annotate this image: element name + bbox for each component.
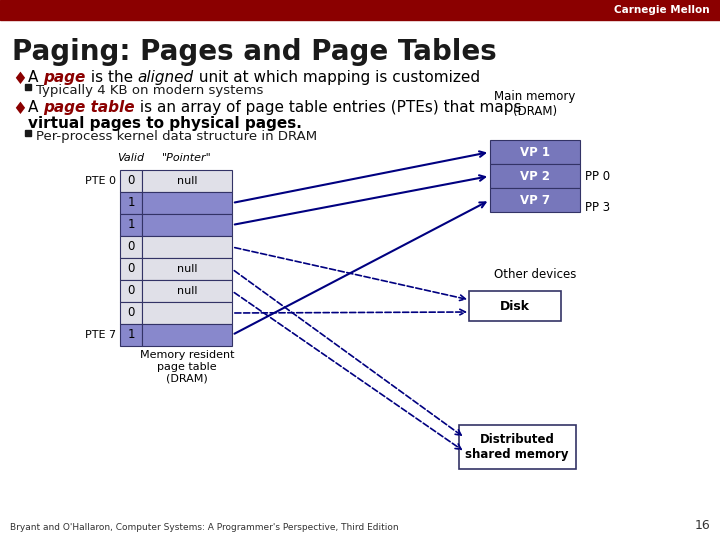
Text: Distributed
shared memory: Distributed shared memory: [465, 433, 569, 461]
Text: aligned: aligned: [138, 70, 194, 85]
Text: Main memory
(DRAM): Main memory (DRAM): [495, 90, 576, 118]
Bar: [142, 324, 232, 346]
FancyBboxPatch shape: [469, 291, 561, 321]
Bar: [142, 192, 232, 214]
Text: Memory resident
page table
(DRAM): Memory resident page table (DRAM): [140, 350, 234, 383]
Bar: [142, 236, 232, 258]
Bar: [142, 170, 232, 192]
Text: ♦: ♦: [12, 100, 27, 118]
FancyBboxPatch shape: [459, 425, 576, 469]
Text: is an array of page table entries (PTEs) that maps: is an array of page table entries (PTEs)…: [135, 100, 521, 115]
Text: VP 2: VP 2: [520, 170, 550, 183]
Text: null: null: [176, 286, 197, 296]
Bar: [142, 258, 232, 280]
Text: 0: 0: [127, 307, 135, 320]
Text: Other devices: Other devices: [494, 268, 576, 281]
Bar: [120, 302, 142, 324]
Bar: [120, 192, 142, 214]
Text: PTE 0: PTE 0: [85, 176, 116, 186]
Text: is the: is the: [86, 70, 138, 85]
Text: Disk: Disk: [500, 300, 530, 313]
Bar: [120, 324, 142, 346]
Bar: [142, 280, 232, 302]
Text: "Pointer": "Pointer": [162, 153, 212, 163]
Bar: [490, 164, 580, 188]
Text: Bryant and O'Hallaron, Computer Systems: A Programmer's Perspective, Third Editi: Bryant and O'Hallaron, Computer Systems:…: [10, 523, 399, 532]
Text: 0: 0: [127, 174, 135, 187]
Bar: [142, 214, 232, 236]
Text: PP 3: PP 3: [585, 201, 610, 214]
Bar: [120, 214, 142, 236]
Text: Valid: Valid: [117, 153, 145, 163]
Text: 0: 0: [127, 240, 135, 253]
Text: VP 7: VP 7: [520, 193, 550, 206]
Bar: [490, 188, 580, 212]
Text: VP 1: VP 1: [520, 145, 550, 159]
Text: Typically 4 KB on modern systems: Typically 4 KB on modern systems: [36, 84, 264, 97]
Bar: [490, 140, 580, 164]
Text: null: null: [176, 176, 197, 186]
Text: Paging: Pages and Page Tables: Paging: Pages and Page Tables: [12, 38, 497, 66]
Text: Per-process kernel data structure in DRAM: Per-process kernel data structure in DRA…: [36, 130, 317, 143]
Bar: [120, 170, 142, 192]
Text: 0: 0: [127, 285, 135, 298]
Text: PP 0: PP 0: [585, 170, 610, 183]
Text: 1: 1: [127, 328, 135, 341]
Bar: [0, 0, 720, 20]
Text: Carnegie Mellon: Carnegie Mellon: [614, 5, 710, 15]
Text: ♦: ♦: [12, 70, 27, 88]
Text: page table: page table: [43, 100, 135, 115]
Text: PTE 7: PTE 7: [85, 330, 116, 340]
Text: 0: 0: [127, 262, 135, 275]
Text: A: A: [28, 70, 43, 85]
Text: null: null: [176, 264, 197, 274]
Text: virtual pages to physical pages.: virtual pages to physical pages.: [28, 116, 302, 131]
Bar: [120, 236, 142, 258]
Text: unit at which mapping is customized: unit at which mapping is customized: [194, 70, 480, 85]
Text: 1: 1: [127, 197, 135, 210]
Bar: [120, 258, 142, 280]
Bar: [142, 302, 232, 324]
Text: page: page: [43, 70, 86, 85]
Text: 1: 1: [127, 219, 135, 232]
Text: A: A: [28, 100, 43, 115]
Bar: [120, 280, 142, 302]
Text: 16: 16: [694, 519, 710, 532]
